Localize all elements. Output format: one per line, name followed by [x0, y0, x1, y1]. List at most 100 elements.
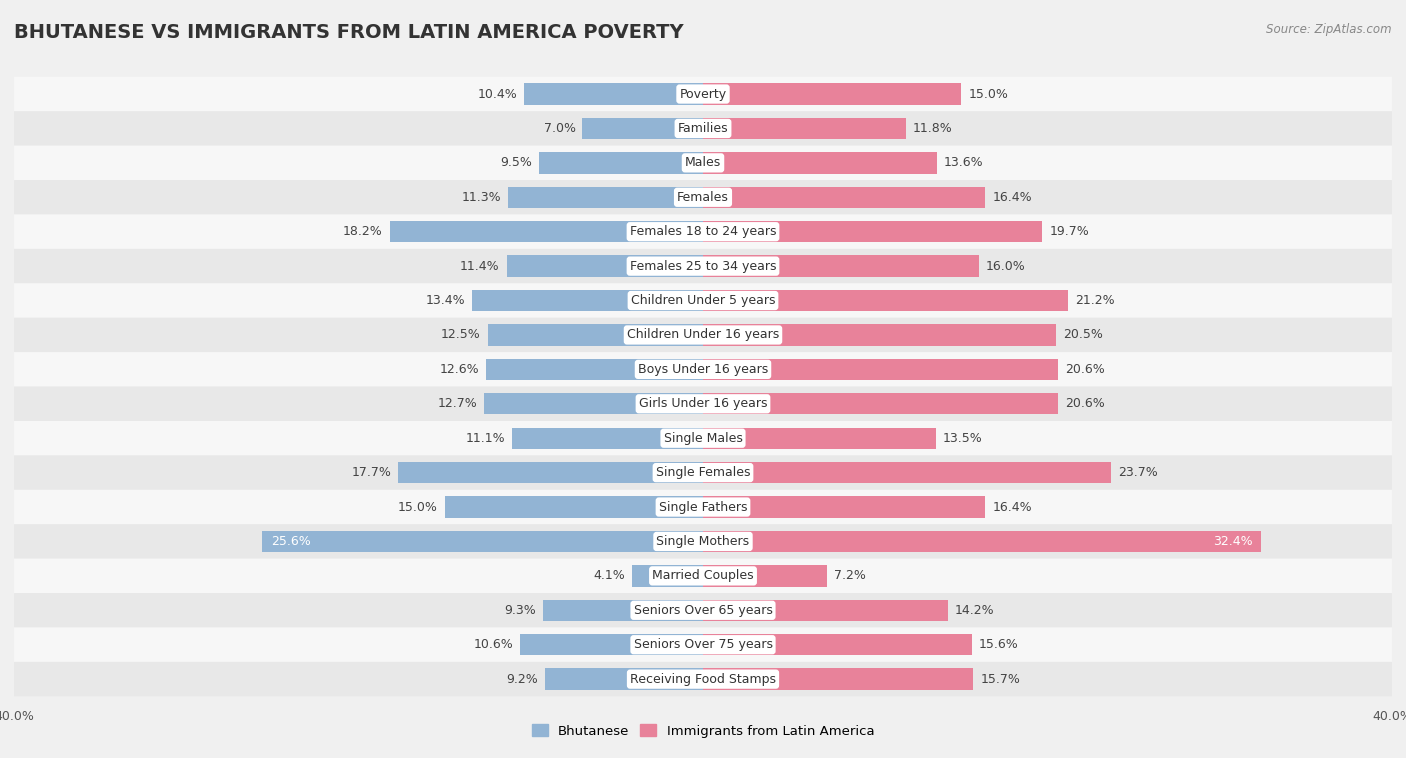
Text: Females 25 to 34 years: Females 25 to 34 years — [630, 260, 776, 273]
Text: Single Mothers: Single Mothers — [657, 535, 749, 548]
Bar — [540, 152, 703, 174]
FancyBboxPatch shape — [14, 249, 1392, 283]
Bar — [703, 359, 1057, 380]
Bar — [703, 152, 938, 174]
Bar — [509, 186, 703, 208]
FancyBboxPatch shape — [14, 387, 1392, 421]
FancyBboxPatch shape — [14, 180, 1392, 215]
Text: 9.5%: 9.5% — [501, 156, 533, 169]
FancyBboxPatch shape — [14, 525, 1392, 559]
Text: 7.2%: 7.2% — [834, 569, 866, 582]
Text: 13.5%: 13.5% — [942, 432, 983, 445]
FancyBboxPatch shape — [14, 490, 1392, 525]
Text: 9.3%: 9.3% — [505, 604, 536, 617]
Text: Families: Families — [678, 122, 728, 135]
Text: 15.0%: 15.0% — [398, 500, 437, 513]
Bar — [703, 531, 1261, 552]
Text: Single Fathers: Single Fathers — [659, 500, 747, 513]
Text: 16.0%: 16.0% — [986, 260, 1025, 273]
Text: 32.4%: 32.4% — [1213, 535, 1253, 548]
Text: Poverty: Poverty — [679, 87, 727, 101]
Text: 9.2%: 9.2% — [506, 672, 537, 686]
Bar — [703, 324, 1056, 346]
Bar — [506, 255, 703, 277]
Text: Seniors Over 75 years: Seniors Over 75 years — [634, 638, 772, 651]
Bar — [703, 565, 827, 587]
Text: Males: Males — [685, 156, 721, 169]
Text: 14.2%: 14.2% — [955, 604, 994, 617]
FancyBboxPatch shape — [14, 421, 1392, 456]
Text: Seniors Over 65 years: Seniors Over 65 years — [634, 604, 772, 617]
FancyBboxPatch shape — [14, 215, 1392, 249]
Text: Boys Under 16 years: Boys Under 16 years — [638, 363, 768, 376]
FancyBboxPatch shape — [14, 662, 1392, 697]
Text: 12.7%: 12.7% — [437, 397, 478, 410]
Text: 11.3%: 11.3% — [461, 191, 502, 204]
Text: Single Females: Single Females — [655, 466, 751, 479]
Text: Children Under 16 years: Children Under 16 years — [627, 328, 779, 341]
Text: Females: Females — [678, 191, 728, 204]
Text: 23.7%: 23.7% — [1118, 466, 1157, 479]
FancyBboxPatch shape — [14, 559, 1392, 593]
Bar — [262, 531, 703, 552]
Text: Married Couples: Married Couples — [652, 569, 754, 582]
Bar — [543, 600, 703, 621]
Bar — [486, 359, 703, 380]
Text: 21.2%: 21.2% — [1076, 294, 1115, 307]
Bar — [398, 462, 703, 484]
Bar — [703, 255, 979, 277]
Bar — [582, 117, 703, 139]
Text: 16.4%: 16.4% — [993, 191, 1032, 204]
Text: 12.6%: 12.6% — [440, 363, 479, 376]
Bar — [703, 393, 1057, 415]
Text: 25.6%: 25.6% — [271, 535, 311, 548]
Bar — [389, 221, 703, 243]
Text: 20.6%: 20.6% — [1064, 397, 1105, 410]
FancyBboxPatch shape — [14, 456, 1392, 490]
Text: Children Under 5 years: Children Under 5 years — [631, 294, 775, 307]
Bar — [703, 221, 1042, 243]
FancyBboxPatch shape — [14, 77, 1392, 111]
Bar — [524, 83, 703, 105]
Text: Source: ZipAtlas.com: Source: ZipAtlas.com — [1267, 23, 1392, 36]
Bar — [703, 462, 1111, 484]
Bar — [512, 428, 703, 449]
Text: 18.2%: 18.2% — [343, 225, 382, 238]
Bar — [703, 634, 972, 656]
Text: 13.6%: 13.6% — [945, 156, 984, 169]
Bar — [703, 428, 935, 449]
Text: 20.6%: 20.6% — [1064, 363, 1105, 376]
Text: 11.1%: 11.1% — [465, 432, 505, 445]
Text: 17.7%: 17.7% — [352, 466, 391, 479]
FancyBboxPatch shape — [14, 283, 1392, 318]
Text: 15.6%: 15.6% — [979, 638, 1018, 651]
Text: 12.5%: 12.5% — [441, 328, 481, 341]
Bar — [703, 83, 962, 105]
Bar — [703, 496, 986, 518]
Bar — [544, 669, 703, 690]
Text: Single Males: Single Males — [664, 432, 742, 445]
Text: 19.7%: 19.7% — [1049, 225, 1088, 238]
Bar — [484, 393, 703, 415]
Bar — [703, 186, 986, 208]
FancyBboxPatch shape — [14, 318, 1392, 352]
FancyBboxPatch shape — [14, 593, 1392, 628]
Text: Females 18 to 24 years: Females 18 to 24 years — [630, 225, 776, 238]
Text: 7.0%: 7.0% — [544, 122, 575, 135]
Text: 10.4%: 10.4% — [477, 87, 517, 101]
Bar — [488, 324, 703, 346]
Bar — [472, 290, 703, 312]
FancyBboxPatch shape — [14, 111, 1392, 146]
Bar — [703, 669, 973, 690]
Legend: Bhutanese, Immigrants from Latin America: Bhutanese, Immigrants from Latin America — [527, 719, 879, 743]
Text: 20.5%: 20.5% — [1063, 328, 1102, 341]
Bar — [703, 117, 907, 139]
Text: 16.4%: 16.4% — [993, 500, 1032, 513]
Text: 11.8%: 11.8% — [912, 122, 953, 135]
Text: 15.0%: 15.0% — [969, 87, 1008, 101]
FancyBboxPatch shape — [14, 352, 1392, 387]
Text: 4.1%: 4.1% — [593, 569, 626, 582]
Text: 11.4%: 11.4% — [460, 260, 499, 273]
FancyBboxPatch shape — [14, 146, 1392, 180]
FancyBboxPatch shape — [14, 628, 1392, 662]
